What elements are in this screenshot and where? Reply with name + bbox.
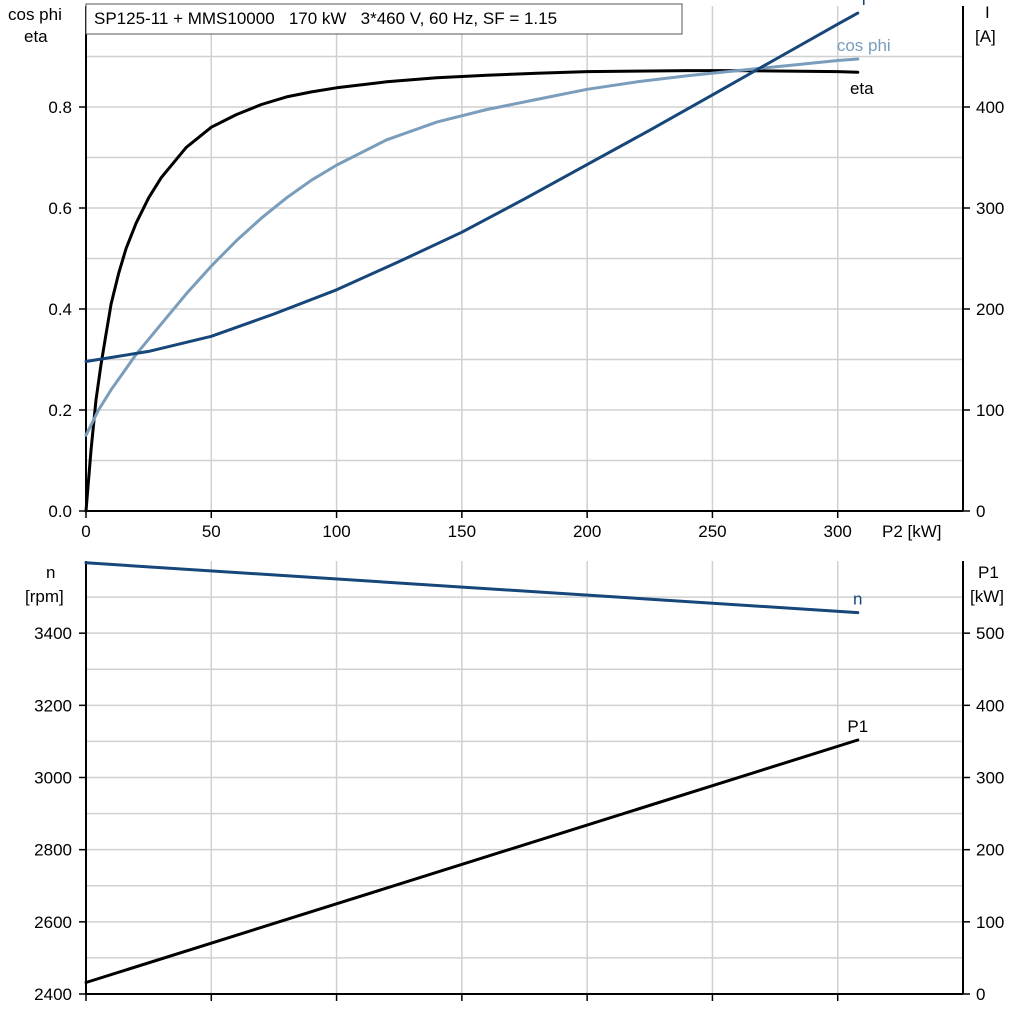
top-left-tick-label: 0.4 [48, 300, 72, 319]
bottom-series-line-n [84, 561, 860, 615]
top-panel-series: eta cos phi I [84, 0, 891, 513]
bottom-left-axis-title-line1: n [46, 563, 55, 582]
bottom-left-tick-label: 2600 [34, 913, 72, 932]
top-right-tick-label: 300 [976, 199, 1004, 218]
top-series-line-i [84, 11, 860, 363]
x-tick-label: 0 [81, 522, 90, 541]
top-right-tick-label: 0 [976, 502, 985, 521]
top-right-tick-label: 100 [976, 401, 1004, 420]
x-tick-label: 300 [824, 522, 852, 541]
bottom-right-axis-title-line2: [kW] [970, 587, 1004, 606]
bottom-right-tick-label: 300 [976, 769, 1004, 788]
top-x-axis-title: P2 [kW] [882, 522, 942, 541]
bottom-left-tick-label: 3000 [34, 769, 72, 788]
bottom-left-tick-label: 2400 [34, 985, 72, 1004]
bottom-left-tick-label: 3400 [34, 624, 72, 643]
top-right-tick-label: 200 [976, 300, 1004, 319]
x-tick-label: 100 [322, 522, 350, 541]
bottom-left-tick-label: 3200 [34, 696, 72, 715]
bottom-left-tick-label: 2800 [34, 841, 72, 860]
top-series-line-eta [84, 69, 860, 513]
bottom-right-tick-label: 400 [976, 696, 1004, 715]
top-left-tick-label: 0.0 [48, 502, 72, 521]
bottom-panel-grid [86, 561, 963, 994]
bottom-right-tick-label: 0 [976, 985, 985, 1004]
bottom-right-tick-label: 200 [976, 841, 1004, 860]
top-right-axis-title-line2: [A] [975, 27, 996, 46]
top-panel-grid [86, 6, 963, 511]
x-tick-label: 50 [202, 522, 221, 541]
top-series-label-i: I [861, 0, 866, 9]
x-tick-label: 250 [698, 522, 726, 541]
top-right-tick-label: 400 [976, 98, 1004, 117]
bottom-right-tick-label: 100 [976, 913, 1004, 932]
top-series-line-cos-phi [84, 57, 860, 437]
bottom-series-label-p1: P1 [847, 717, 868, 736]
top-left-axis-title-line2: eta [24, 27, 48, 46]
bottom-left-axis-title-line2: [rpm] [25, 587, 64, 606]
top-left-tick-label: 0.6 [48, 199, 72, 218]
top-series-label-cos-phi: cos phi [837, 36, 891, 55]
top-right-axis-title-line1: I [985, 3, 990, 22]
top-panel-ticks: 0.0 0.2 0.4 0.6 0.8 0 100 200 300 400 0 50 100 150 200… [48, 98, 1004, 541]
x-tick-label: 150 [448, 522, 476, 541]
top-left-tick-label: 0.2 [48, 401, 72, 420]
bottom-right-axis-title-line1: P1 [978, 563, 999, 582]
bottom-series-line-p1 [84, 738, 860, 984]
top-left-axis-title-line1: cos phi [8, 5, 62, 24]
top-left-tick-label: 0.8 [48, 98, 72, 117]
top-series-label-eta: eta [850, 79, 874, 98]
bottom-panel-ticks: 2400 2600 2800 3000 3200 3400 0 100 200 300 400 500 [34, 624, 1004, 1004]
bottom-panel-series: n P1 [84, 561, 868, 984]
bottom-series-label-n: n [853, 590, 862, 609]
bottom-right-tick-label: 500 [976, 624, 1004, 643]
x-tick-label: 200 [573, 522, 601, 541]
chart-title-box [85, 3, 683, 35]
chart-title: SP125-11 + MMS10000 170 kW 3*460 V, 60 H… [94, 9, 557, 28]
